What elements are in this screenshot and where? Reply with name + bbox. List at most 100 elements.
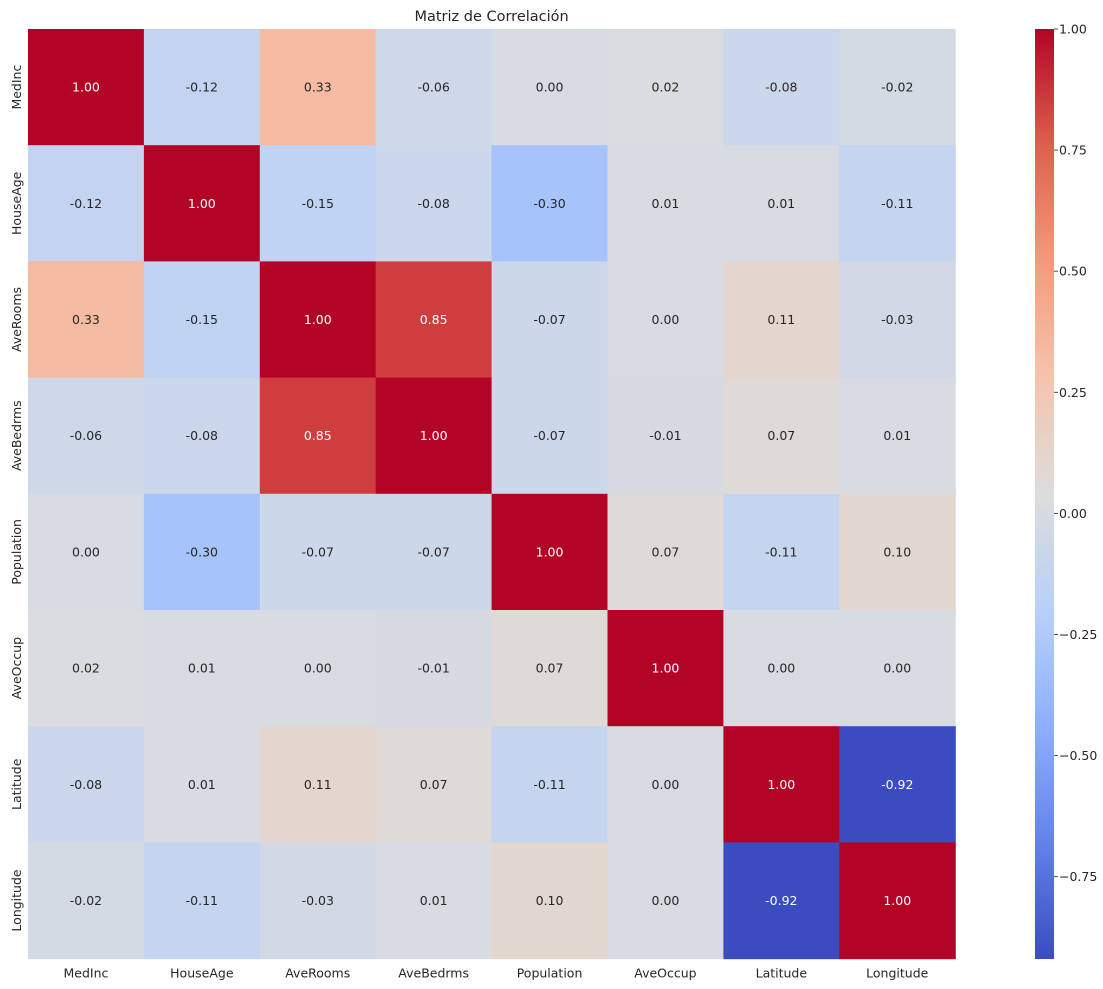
y-tick-label: HouseAge [9, 171, 24, 235]
heatmap-cell-label: 0.07 [536, 661, 564, 676]
heatmap-cell [607, 29, 724, 146]
heatmap-cell-label: -0.92 [765, 893, 797, 908]
heatmap-cell-label: 1.00 [304, 312, 332, 327]
heatmap-cell-label: 1.00 [536, 544, 564, 559]
heatmap-cell [28, 493, 145, 611]
heatmap-cell [375, 493, 493, 611]
heatmap-cell-label: -0.08 [765, 80, 797, 95]
heatmap-cell [28, 610, 145, 727]
heatmap-cell-label: -0.03 [302, 893, 334, 908]
y-tick-label: AveOccup [9, 637, 24, 699]
heatmap-cell [143, 493, 261, 611]
colorbar: 1.00 0.75 0.50 0.25 0.00 −0.25 −0.50 −0.75 [1035, 22, 1097, 959]
heatmap-cell-label: -0.06 [417, 80, 449, 95]
heatmap-cell-label: -0.03 [881, 312, 913, 327]
heatmap-cell-label: 0.00 [883, 661, 911, 676]
heatmap-cell [143, 377, 261, 495]
x-tick-label: Latitude [756, 966, 808, 981]
x-tick-label: AveBedrms [398, 966, 469, 981]
heatmap-cell [375, 610, 493, 727]
heatmap-cell [607, 842, 724, 960]
heatmap-cell [375, 842, 493, 960]
heatmap-cell [28, 261, 145, 379]
heatmap-cell [143, 145, 261, 262]
colorbar-tick-label: 1.00 [1059, 22, 1087, 37]
heatmap-cell-label: 0.85 [420, 312, 448, 327]
heatmap-cell [723, 145, 840, 262]
heatmap-cell [723, 726, 840, 843]
heatmap-cell [28, 29, 145, 146]
heatmap-cell-label: -0.92 [881, 777, 913, 792]
colorbar-tick-label: −0.50 [1059, 748, 1097, 763]
heatmap-cell-label: -0.12 [70, 196, 102, 211]
heatmap-cell [839, 377, 956, 495]
heatmap-cell-labels: 1.00 -0.12 0.33 -0.06 0.00 0.02 -0.08 -0.02 -0.1… [70, 80, 914, 908]
heatmap-cell [491, 610, 609, 727]
heatmap-cell [28, 145, 145, 262]
heatmap-cell [491, 261, 609, 379]
heatmap-cells [28, 29, 956, 960]
heatmap-cell [28, 377, 145, 495]
heatmap-cell [839, 842, 956, 960]
heatmap-cell [143, 842, 261, 960]
y-tick-label: Longitude [9, 869, 24, 931]
y-tick-label: MedInc [9, 65, 24, 110]
heatmap-cell [607, 610, 724, 727]
heatmap-cell-label: 1.00 [767, 777, 795, 792]
heatmap-cell-label: 0.00 [767, 661, 795, 676]
heatmap-cell-label: -0.02 [70, 893, 102, 908]
heatmap-cell [723, 610, 840, 727]
heatmap-cell-label: -0.15 [302, 196, 334, 211]
x-tick-label: Longitude [866, 966, 928, 981]
x-tick-label: MedInc [63, 966, 108, 981]
heatmap-cell-label: -0.01 [649, 428, 681, 443]
heatmap-cell [723, 842, 840, 960]
heatmap-cell-label: 0.11 [304, 777, 332, 792]
heatmap-cell [491, 493, 609, 611]
heatmap-cell-label: 0.01 [420, 893, 448, 908]
heatmap-cell [375, 726, 493, 843]
heatmap-cell-label: 0.07 [420, 777, 448, 792]
x-tick-label: AveRooms [285, 966, 350, 981]
heatmap-cell-label: 0.07 [767, 428, 795, 443]
heatmap-cell-label: 0.07 [652, 544, 680, 559]
heatmap-cell-label: 0.00 [652, 312, 680, 327]
heatmap-cell-label: -0.07 [533, 428, 565, 443]
heatmap-cell [491, 145, 609, 262]
heatmap-cell [143, 726, 261, 843]
heatmap-cell [839, 493, 956, 611]
heatmap-cell [839, 726, 956, 843]
heatmap-cell-label: -0.11 [186, 893, 218, 908]
heatmap-cell-label: -0.11 [765, 544, 797, 559]
heatmap-cell [839, 145, 956, 262]
heatmap-cell-label: -0.07 [302, 544, 334, 559]
heatmap-cell [607, 493, 724, 611]
heatmap-cell-label: -0.07 [533, 312, 565, 327]
heatmap-cell-label: -0.07 [417, 544, 449, 559]
heatmap-cell [28, 726, 145, 843]
heatmap-cell [607, 726, 724, 843]
heatmap-cell [28, 842, 145, 960]
heatmap-cell-label: -0.12 [186, 80, 218, 95]
chart-title: Matriz de Correlación [414, 9, 568, 25]
heatmap-cell-label: -0.08 [186, 428, 218, 443]
heatmap-cell [375, 29, 493, 146]
heatmap-cell [723, 261, 840, 379]
heatmap-cell [143, 261, 261, 379]
heatmap-cell-label: 0.00 [652, 893, 680, 908]
y-axis-tick-labels: MedInc HouseAge AveRooms AveBedrms Populatio… [9, 65, 24, 932]
heatmap-cell-label: 0.01 [652, 196, 680, 211]
heatmap-cell-label: 0.01 [767, 196, 795, 211]
heatmap-cell [375, 377, 493, 495]
heatmap-cell-label: -0.08 [70, 777, 102, 792]
heatmap-cell-label: -0.15 [186, 312, 218, 327]
heatmap-cell-label: 0.10 [883, 544, 911, 559]
heatmap-cell-label: 0.00 [304, 661, 332, 676]
y-tick-label: AveRooms [9, 287, 24, 352]
heatmap-cell-label: 0.33 [72, 312, 100, 327]
heatmap-cell-label: 0.01 [883, 428, 911, 443]
heatmap-cell-label: -0.02 [881, 80, 913, 95]
x-tick-label: HouseAge [170, 966, 234, 981]
colorbar-tick-label: −0.75 [1059, 869, 1097, 884]
x-tick-label: Population [517, 966, 583, 981]
